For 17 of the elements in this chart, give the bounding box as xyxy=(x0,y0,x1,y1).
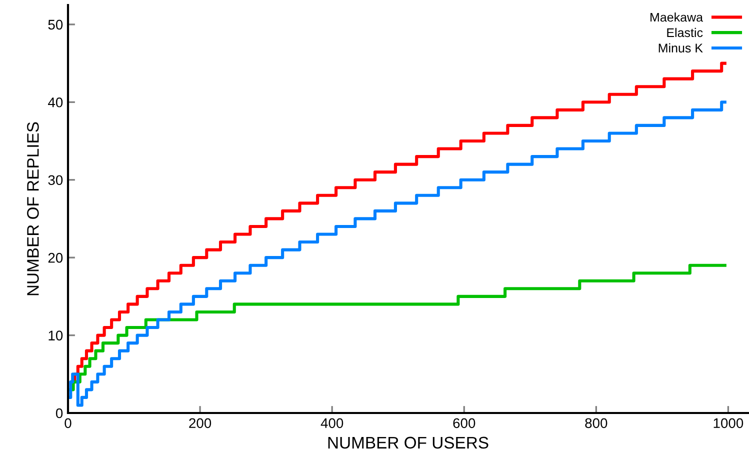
x-tick-label: 600 xyxy=(453,418,476,428)
y-tick-label: 40 xyxy=(48,97,63,108)
y-tick-label: 10 xyxy=(48,330,63,340)
legend-label: Maekawa xyxy=(650,12,703,22)
x-tick-label: 200 xyxy=(189,418,212,428)
y-axis-title: NUMBER OF REPLIES xyxy=(27,122,39,296)
x-tick-label: 800 xyxy=(585,418,608,428)
legend-label: Elastic xyxy=(667,28,703,38)
y-tick-label: 30 xyxy=(48,175,63,186)
legend-label: Minus K xyxy=(658,43,703,52)
x-tick-label: 400 xyxy=(320,418,344,428)
x-tick-label: 0 xyxy=(64,418,72,428)
x-axis-title: NUMBER OF USERS xyxy=(328,436,488,449)
y-tick-label: 0 xyxy=(56,408,63,418)
y-tick-label: 50 xyxy=(48,20,63,30)
x-tick-label: 1000 xyxy=(714,418,744,428)
y-tick-label: 20 xyxy=(48,252,63,263)
